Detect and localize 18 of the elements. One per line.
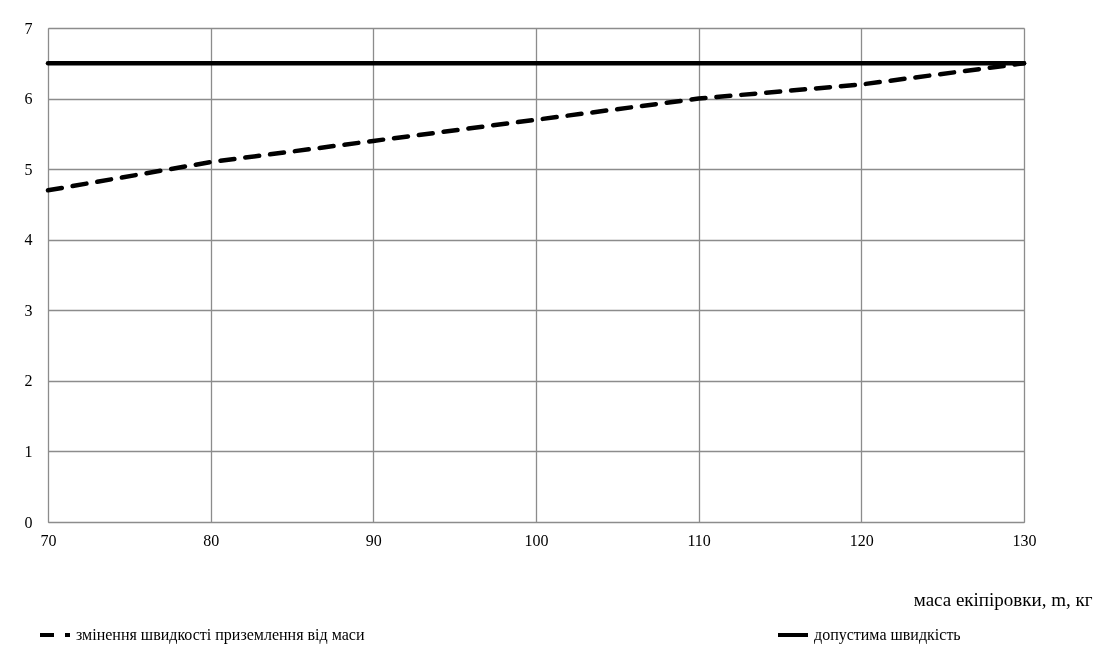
- x-tick-label: 130: [1012, 531, 1037, 549]
- y-tick-label: 2: [24, 372, 33, 390]
- x-tick-label: 70: [40, 531, 57, 549]
- x-axis-title: маса екіпіровки, m, кг: [913, 588, 1093, 610]
- y-tick-label: 0: [24, 513, 33, 531]
- x-tick-label: 80: [203, 531, 220, 549]
- legend-label: змінення швидкості приземлення від маси: [76, 626, 365, 644]
- y-tick-label: 4: [24, 231, 33, 249]
- x-tick-label: 110: [687, 531, 711, 549]
- y-tick-label: 3: [24, 301, 33, 319]
- y-tick-label: 7: [24, 19, 33, 37]
- legend-label: допустима швидкість: [814, 626, 961, 644]
- y-tick-label: 1: [24, 442, 33, 460]
- x-tick-label: 120: [849, 531, 874, 549]
- y-tick-label: 5: [24, 160, 33, 178]
- y-tick-label: 6: [24, 90, 33, 108]
- x-tick-label: 100: [524, 531, 549, 549]
- x-tick-label: 90: [365, 531, 382, 549]
